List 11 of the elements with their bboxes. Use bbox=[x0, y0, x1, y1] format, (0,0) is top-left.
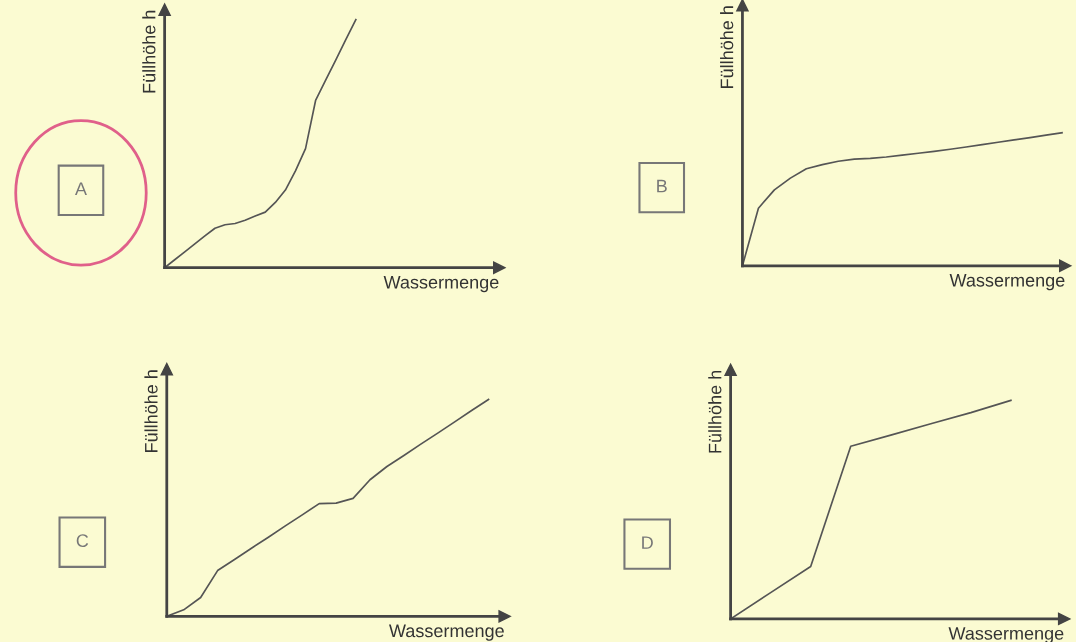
y-axis-title: Füllhöhe h bbox=[144, 370, 158, 452]
x-axis-title: Wassermenge bbox=[949, 274, 1065, 291]
text: B bbox=[657, 179, 667, 193]
x-axis-title: Wassermenge bbox=[383, 276, 499, 293]
text: A bbox=[74, 182, 87, 195]
text: D bbox=[642, 536, 653, 549]
text: C bbox=[76, 534, 89, 548]
y-axis-title: Füllhöhe h bbox=[142, 10, 156, 93]
y-axis-title: Füllhöhe h bbox=[720, 6, 734, 88]
y-axis-title: Füllhöhe h bbox=[708, 370, 722, 453]
x-axis-title: Wassermenge bbox=[389, 624, 504, 641]
